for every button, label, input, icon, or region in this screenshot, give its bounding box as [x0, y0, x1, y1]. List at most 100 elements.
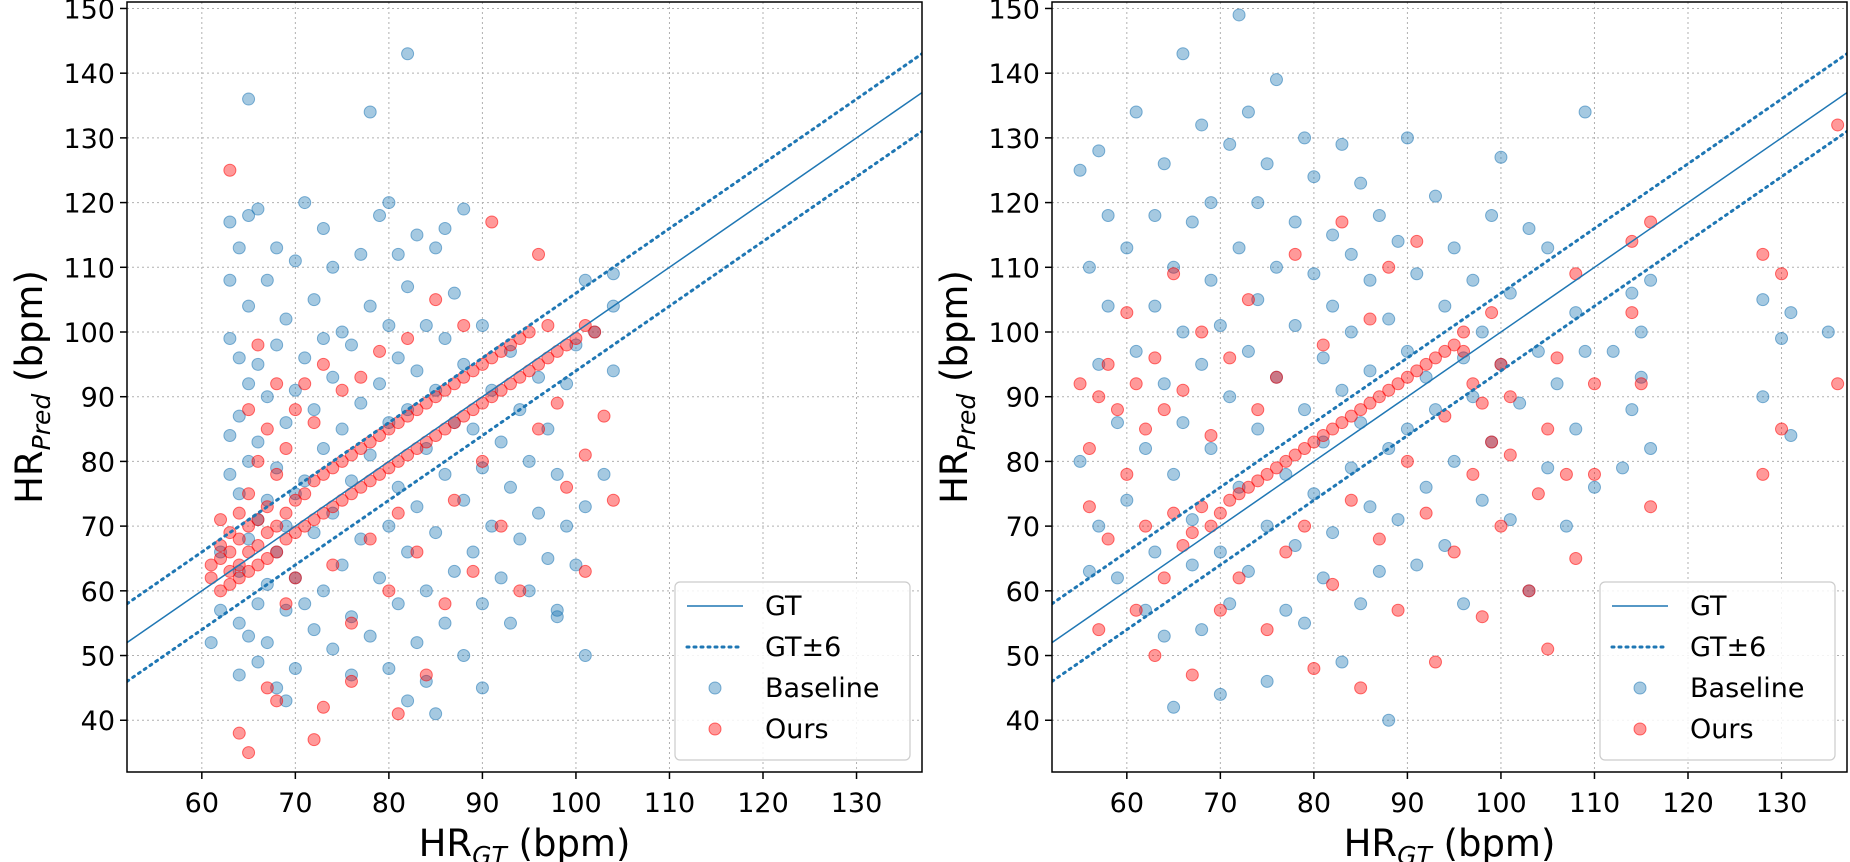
data-point — [1447, 338, 1461, 352]
data-point — [1485, 306, 1499, 320]
y-tick-label: 120 — [63, 189, 115, 220]
data-point — [1513, 396, 1527, 410]
data-point — [1167, 700, 1181, 714]
data-point — [597, 409, 611, 423]
data-point — [1344, 325, 1358, 339]
data-point — [288, 254, 302, 268]
data-point — [232, 351, 246, 365]
data-point — [242, 209, 256, 223]
data-point — [373, 377, 387, 391]
data-point — [1120, 493, 1134, 507]
data-point — [1157, 157, 1171, 171]
data-point — [298, 597, 312, 611]
y-axis-label-unit: (bpm) — [933, 270, 976, 394]
data-point — [419, 668, 433, 682]
data-point — [1644, 500, 1658, 514]
data-point — [1382, 260, 1396, 274]
data-point — [475, 319, 489, 333]
data-point — [1269, 260, 1283, 274]
data-point — [363, 629, 377, 643]
y-tick-label: 70 — [81, 512, 115, 543]
y-tick-label: 130 — [63, 124, 115, 155]
y-axis-label-main: HR — [8, 450, 51, 504]
data-point — [242, 92, 256, 106]
x-tick-label: 90 — [465, 788, 499, 819]
data-point — [1195, 357, 1209, 371]
data-point — [1092, 390, 1106, 404]
data-point — [307, 293, 321, 307]
data-point — [373, 209, 387, 223]
data-point — [410, 545, 424, 559]
data-point — [1363, 396, 1377, 410]
data-point — [475, 454, 489, 468]
data-point — [1176, 325, 1190, 339]
data-point — [1503, 390, 1517, 404]
y-tick-label: 110 — [63, 253, 115, 284]
data-point — [578, 649, 592, 663]
data-point — [223, 331, 237, 345]
data-point — [1466, 273, 1480, 287]
data-point — [270, 519, 284, 533]
y-tick-label: 140 — [988, 59, 1040, 90]
data-point — [1269, 73, 1283, 87]
y-axis-label-sub: Pred — [27, 394, 56, 451]
data-point — [242, 629, 256, 643]
x-tick-label: 70 — [1203, 788, 1237, 819]
data-point — [1372, 564, 1386, 578]
data-point — [279, 416, 293, 430]
data-point — [401, 331, 415, 345]
data-point — [223, 163, 237, 177]
data-point — [1279, 545, 1293, 559]
data-point — [560, 519, 574, 533]
data-point — [204, 636, 218, 650]
data-point — [1344, 493, 1358, 507]
data-point — [1428, 189, 1442, 203]
data-point — [1335, 137, 1349, 151]
data-point — [1410, 364, 1424, 378]
data-point — [251, 338, 265, 352]
data-point — [279, 694, 293, 708]
data-point — [1082, 260, 1096, 274]
data-point — [1335, 383, 1349, 397]
data-point — [438, 467, 452, 481]
data-point — [1382, 312, 1396, 326]
data-point — [1101, 209, 1115, 223]
data-point — [288, 383, 302, 397]
series-ours — [1073, 118, 1845, 695]
data-point — [1569, 551, 1583, 565]
x-tick-label: 60 — [185, 788, 219, 819]
data-point — [1185, 215, 1199, 229]
data-point — [1587, 480, 1601, 494]
data-point — [326, 558, 340, 572]
y-tick-label: 40 — [1006, 706, 1040, 737]
data-point — [1447, 241, 1461, 255]
data-point — [251, 558, 265, 572]
data-point — [1195, 325, 1209, 339]
data-point — [1410, 267, 1424, 281]
data-point — [1307, 661, 1321, 675]
data-point — [569, 558, 583, 572]
data-point — [429, 526, 443, 540]
data-point — [532, 247, 546, 261]
data-point — [307, 416, 321, 430]
data-point — [1522, 221, 1536, 235]
data-point — [363, 299, 377, 313]
y-axis-label: HRPred (bpm) — [933, 270, 981, 504]
data-point — [242, 454, 256, 468]
data-point — [1391, 603, 1405, 617]
data-point — [1082, 500, 1096, 514]
data-point — [401, 545, 415, 559]
data-point — [1457, 597, 1471, 611]
y-tick-label: 100 — [63, 318, 115, 349]
y-tick-label: 90 — [1006, 383, 1040, 414]
data-point — [1167, 267, 1181, 281]
data-point — [316, 700, 330, 714]
data-point — [1288, 247, 1302, 261]
data-point — [1232, 571, 1246, 585]
data-point — [1288, 539, 1302, 553]
legend-box — [674, 581, 911, 761]
data-point — [382, 519, 396, 533]
data-point — [1541, 241, 1555, 255]
data-point — [1457, 325, 1471, 339]
